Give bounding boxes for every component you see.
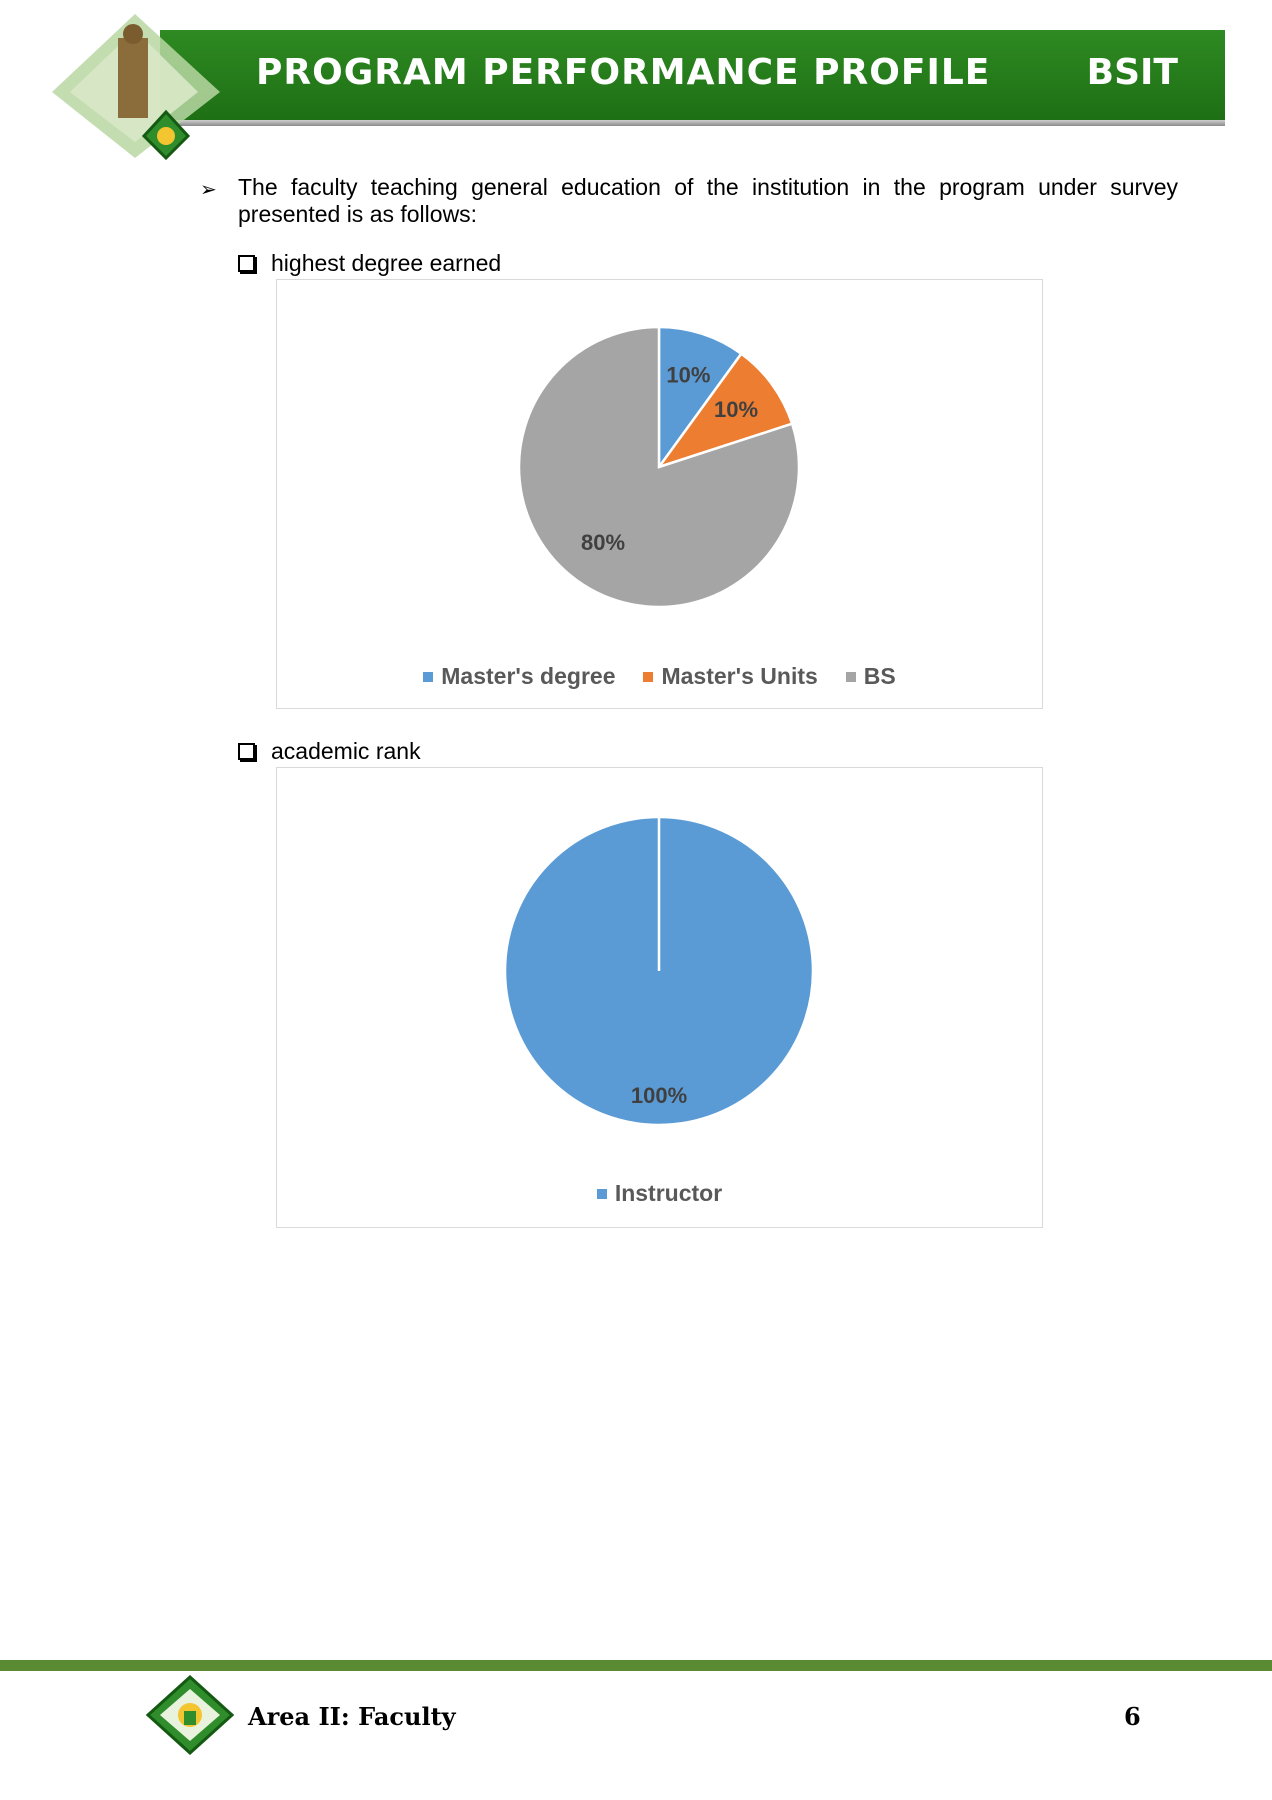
header-underline: [160, 120, 1225, 126]
legend-label: BS: [863, 663, 896, 689]
degree-pie-svg: 10%10% 80%: [517, 325, 801, 609]
pie-data-label: 10%: [714, 397, 758, 422]
section-label: highest degree earned: [271, 250, 502, 276]
legend-item: Master's degree: [423, 663, 615, 690]
legend-label: Master's Units: [661, 663, 818, 689]
footer-seal-logo: [146, 1675, 234, 1755]
header-band: [160, 30, 1225, 120]
program-code: BSIT: [1086, 52, 1178, 93]
legend-swatch: [643, 671, 654, 682]
legend-swatch: [423, 671, 434, 682]
section-heading-degree: highest degree earned: [238, 250, 501, 277]
legend-item: BS: [845, 663, 896, 690]
footer-area-label: Area II: Faculty: [248, 1702, 456, 1731]
legend-swatch: [596, 1188, 607, 1199]
page-number: 6: [1124, 1702, 1141, 1731]
pie-data-label: 100%: [631, 1083, 687, 1108]
rank-chart-legend: Instructor: [277, 1180, 1042, 1207]
pie-slice-master-s-units: [655, 351, 794, 470]
checkbox-bullet-icon: [238, 255, 255, 272]
degree-pie-chart: 10% 10% 80% Master's degree Master's Units B…: [276, 279, 1043, 709]
pie-slice-master-s-degree: [657, 325, 744, 471]
page-title: PROGRAM PERFORMANCE PROFILE: [256, 52, 991, 93]
pie-data-label: 10%: [666, 362, 710, 387]
intro-paragraph: The faculty teaching general education o…: [238, 174, 1178, 227]
arrow-bullet-icon: ➢: [200, 179, 217, 201]
university-seal-logo: [52, 14, 220, 160]
pie-slice-bs: [517, 325, 801, 609]
legend-swatch: [845, 671, 856, 682]
pie-data-label: 80%: [581, 530, 625, 555]
rank-pie-svg: 100%: [503, 815, 815, 1127]
section-heading-rank: academic rank: [238, 738, 421, 765]
legend-item: Master's Units: [643, 663, 818, 690]
rank-pie-chart: 100% Instructor: [276, 767, 1043, 1228]
checkbox-bullet-icon: [238, 743, 255, 760]
legend-item: Instructor: [596, 1180, 723, 1207]
section-label: academic rank: [271, 738, 421, 764]
footer-bar: [0, 1660, 1272, 1671]
degree-chart-legend: Master's degree Master's Units BS: [277, 663, 1042, 690]
legend-label: Instructor: [614, 1180, 723, 1206]
legend-label: Master's degree: [441, 663, 616, 689]
